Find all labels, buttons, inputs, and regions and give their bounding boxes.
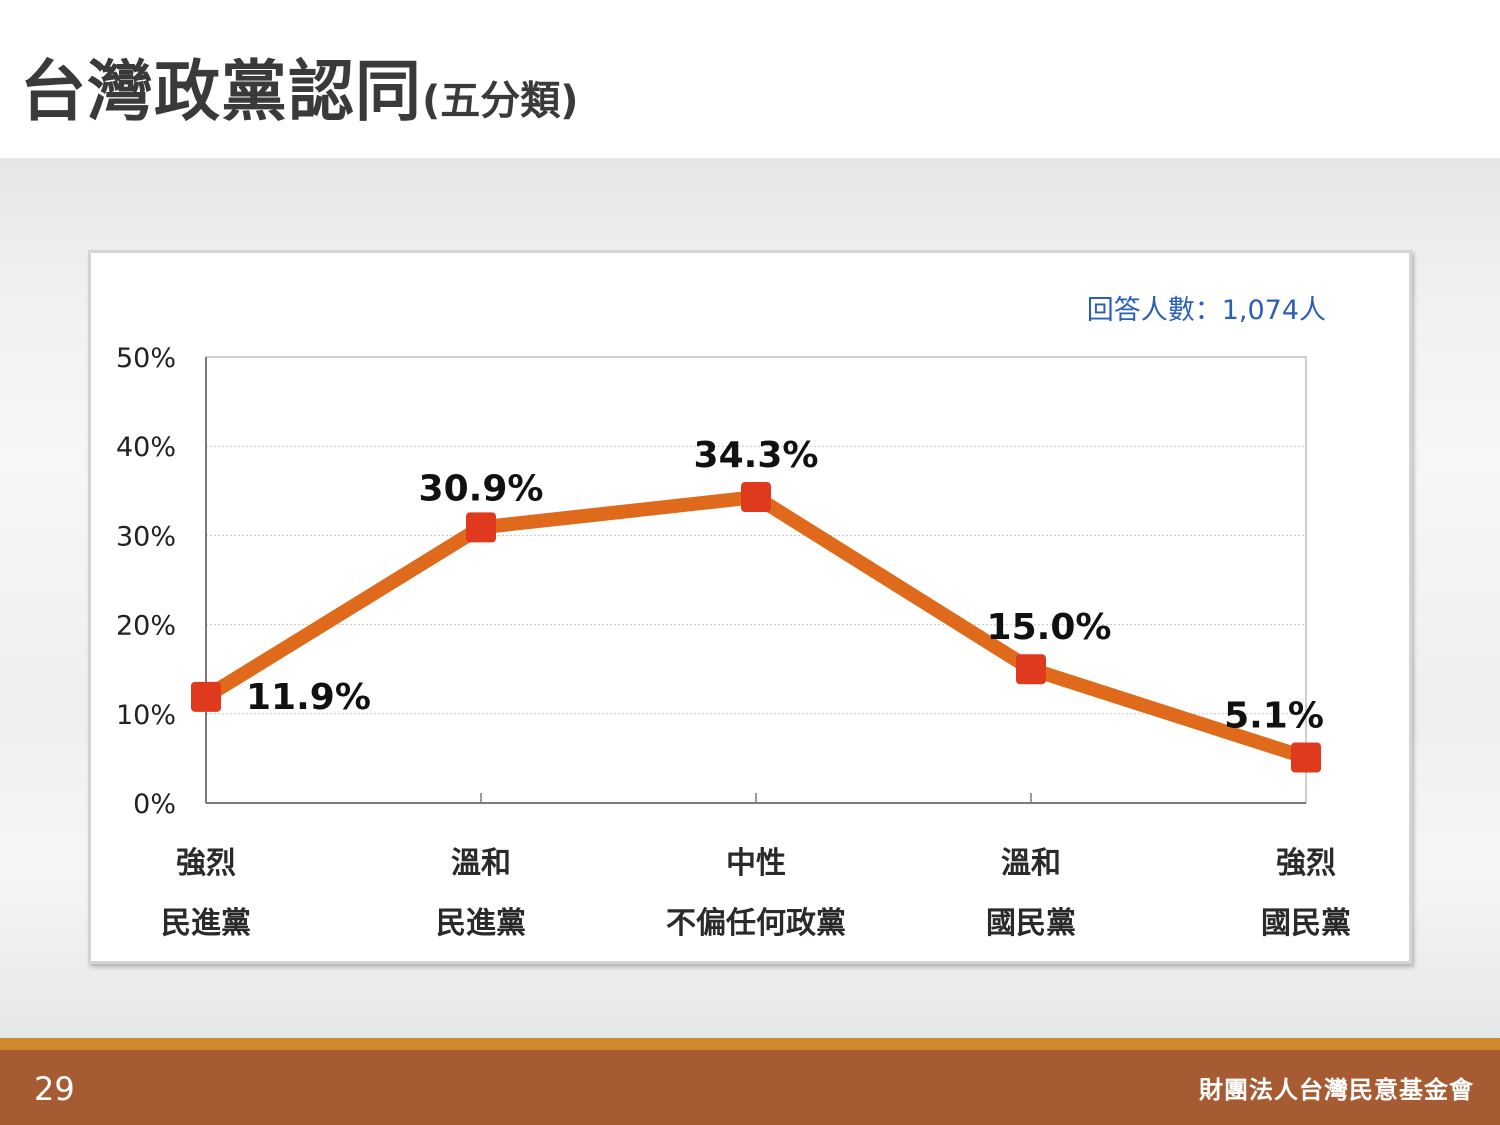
plot-border [205, 356, 1307, 804]
x-category-label: 民進黨 [161, 906, 251, 941]
data-label: 34.3% [694, 435, 819, 476]
x-category-label: 強烈 [1276, 846, 1336, 881]
organization-name: 財團法人台灣民意基金會 [1199, 1076, 1474, 1104]
x-category-label: 中性 [726, 846, 786, 881]
y-tick-label: 0% [133, 789, 176, 820]
slide-title: 台灣政黨認同(五分類) [20, 38, 579, 134]
y-tick-label: 30% [116, 521, 176, 552]
x-category-label: 強烈 [176, 846, 236, 881]
x-category-label: 國民黨 [1261, 906, 1351, 941]
data-point-marker [1291, 742, 1321, 773]
data-label: 5.1% [1224, 696, 1324, 737]
data-label: 30.9% [419, 468, 544, 509]
data-point-marker [741, 482, 771, 513]
data-label: 11.9% [246, 677, 371, 718]
footer-stripe [0, 1038, 1500, 1050]
footer: 29 財團法人台灣民意基金會 [0, 1050, 1500, 1125]
series-line [199, 490, 1313, 765]
x-category-label: 國民黨 [986, 906, 1076, 941]
data-point-marker [1016, 654, 1046, 685]
data-point-marker [191, 681, 221, 712]
y-tick-label: 10% [116, 700, 176, 731]
y-tick-label: 50% [116, 343, 176, 374]
x-category-label: 溫和 [1001, 846, 1061, 881]
respondent-count-note: 回答人數：1,074人 [1087, 295, 1326, 326]
title-main: 台灣政黨認同 [20, 53, 422, 130]
y-tick-label: 20% [116, 611, 176, 642]
x-category-label: 民進黨 [436, 906, 526, 941]
y-tick-label: 40% [116, 432, 176, 463]
title-sub: (五分類) [422, 78, 579, 124]
data-label: 15.0% [987, 607, 1112, 648]
x-category-label: 溫和 [451, 846, 511, 881]
x-category-label: 不偏任何政黨 [666, 906, 846, 941]
data-point-marker [466, 512, 496, 543]
page-number: 29 [34, 1070, 75, 1108]
chart-frame: 0% 10% 20% 30% 40% 50% 強烈民進黨 溫和民進黨 中性不偏任何政黨 溫和國民黨… [88, 250, 1412, 964]
